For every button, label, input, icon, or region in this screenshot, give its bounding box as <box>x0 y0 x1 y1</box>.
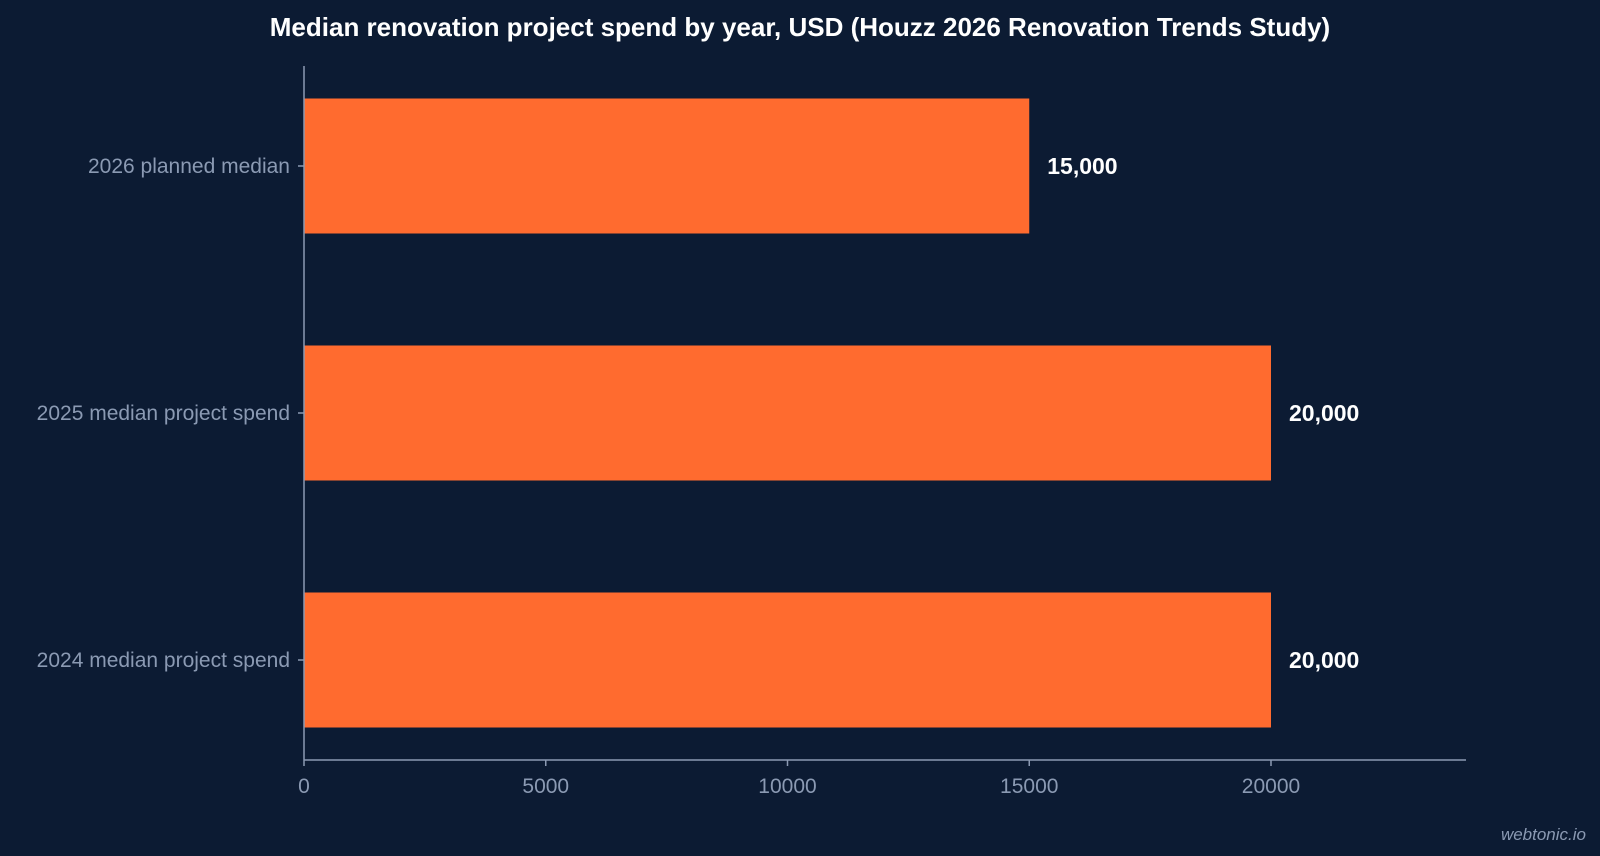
value-label: 20,000 <box>1289 647 1359 673</box>
category-label: 2024 median project spend <box>37 649 290 672</box>
x-tick-label: 10000 <box>758 775 816 798</box>
x-tick-label: 5000 <box>522 775 569 798</box>
bar <box>304 345 1271 481</box>
value-label: 15,000 <box>1047 153 1117 179</box>
chart-title: Median renovation project spend by year,… <box>270 12 1330 42</box>
plot-area: 2026 planned median 2025 median project s… <box>37 66 1466 798</box>
x-tick-label: 0 <box>298 775 310 798</box>
category-label: 2026 planned median <box>88 155 290 178</box>
x-tick-label: 15000 <box>1000 775 1058 798</box>
bar <box>304 98 1030 234</box>
category-label: 2025 median project spend <box>37 402 290 425</box>
x-tick-label: 20000 <box>1242 775 1300 798</box>
value-label: 20,000 <box>1289 400 1359 426</box>
bar <box>304 592 1271 728</box>
watermark: webtonic.io <box>1501 825 1586 844</box>
